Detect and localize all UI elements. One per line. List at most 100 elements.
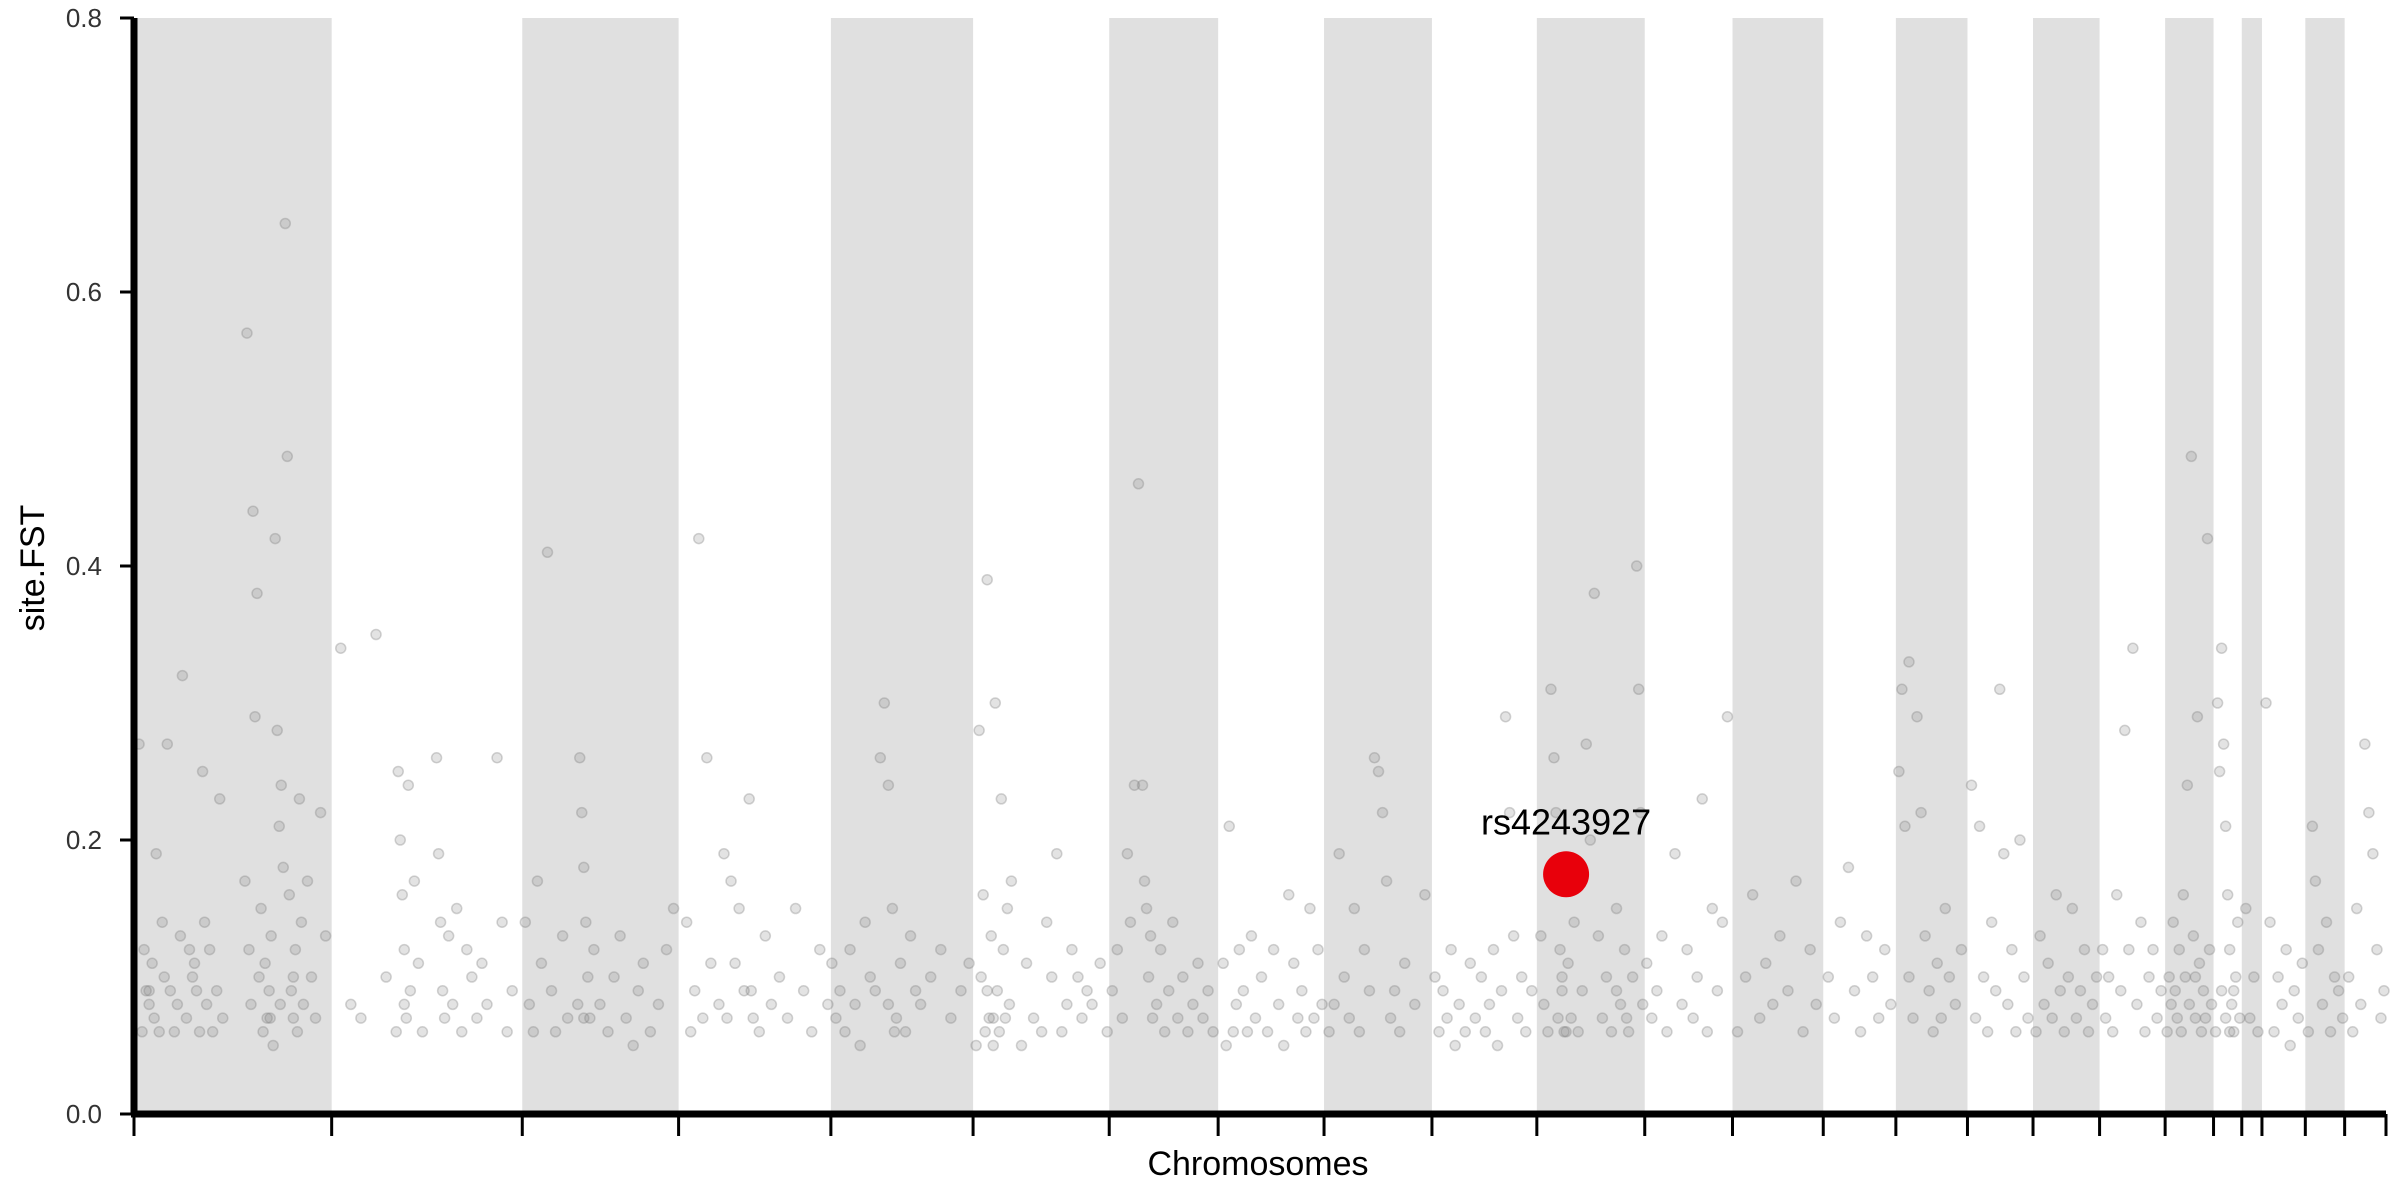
data-point [1560, 1026, 1572, 1038]
data-point [261, 1012, 273, 1024]
data-point [2229, 971, 2242, 983]
data-point [2252, 1026, 2264, 1038]
data-point [1681, 943, 1693, 956]
data-point [797, 984, 810, 997]
data-point [2264, 916, 2276, 928]
data-point [2324, 1026, 2337, 1038]
data-point [979, 1026, 991, 1038]
data-point [2367, 847, 2379, 860]
data-point [2155, 984, 2167, 997]
data-point [243, 943, 255, 956]
data-point [1605, 1026, 1618, 1038]
data-point [1630, 560, 1643, 572]
data-point [249, 710, 261, 723]
data-point [1622, 1026, 1635, 1038]
data-point [1804, 943, 1816, 956]
data-point [594, 998, 606, 1011]
data-point [1610, 984, 1623, 997]
data-point [1035, 1026, 1048, 1038]
data-point [1927, 1026, 1939, 1038]
data-point [899, 1026, 912, 1038]
data-point [1429, 971, 1441, 983]
data-point [370, 628, 382, 641]
data-point [1519, 1026, 1532, 1038]
data-point [2165, 998, 2177, 1011]
data-point [263, 984, 275, 997]
data-point [1398, 957, 1411, 970]
data-point [1267, 943, 1280, 956]
data-point [1076, 1012, 1088, 1024]
data-point [1111, 943, 1124, 956]
data-point [1661, 1026, 1673, 1038]
highlight-group: rs4243927 [1481, 801, 1651, 898]
data-point [854, 1039, 866, 1052]
data-point [2179, 971, 2192, 983]
data-point [1292, 1012, 1304, 1024]
data-point [2131, 998, 2143, 1011]
data-point [523, 998, 536, 1011]
data-point [1676, 998, 1688, 1011]
data-point [1296, 984, 1308, 997]
data-point [1554, 943, 1566, 956]
data-point [2102, 971, 2115, 983]
data-point [822, 998, 834, 1011]
data-point [2332, 984, 2345, 997]
data-point [190, 984, 203, 997]
data-point [549, 1026, 562, 1038]
data-point [1237, 984, 1250, 997]
data-point [2205, 998, 2218, 1011]
data-point [380, 971, 392, 983]
data-point [576, 806, 588, 819]
data-point [614, 930, 626, 942]
data-point [1187, 998, 1199, 1011]
data-point [1810, 998, 1822, 1011]
data-point [2018, 971, 2030, 983]
data-point [773, 971, 786, 983]
data-point [287, 1012, 300, 1024]
data-point [697, 1012, 709, 1024]
data-point [274, 998, 286, 1011]
data-point [765, 998, 778, 1011]
data-point [1556, 984, 1568, 997]
data-point [491, 752, 503, 764]
data-point [1923, 984, 1935, 997]
data-point [2248, 971, 2260, 983]
data-point [834, 984, 846, 997]
data-point [264, 1012, 276, 1024]
y-axis-title: site.FST [14, 505, 52, 632]
data-point [2070, 1012, 2083, 1024]
data-point [1696, 793, 1708, 805]
data-point [725, 875, 737, 887]
data-point [989, 697, 1002, 709]
data-point [143, 984, 155, 997]
data-point [1162, 984, 1175, 997]
data-point [987, 1039, 999, 1052]
data-point [1308, 1012, 1320, 1024]
data-point [271, 724, 283, 737]
data-point [1556, 971, 1568, 983]
data-point [1146, 1012, 1159, 1024]
data-point [1774, 930, 1786, 942]
data-point [1550, 806, 1562, 819]
data-point [2234, 1012, 2246, 1024]
data-point [1507, 930, 1520, 942]
data-point [556, 930, 569, 942]
data-point [2002, 998, 2014, 1011]
data-point [2312, 943, 2325, 956]
data-point [1255, 971, 1268, 983]
data-point [1503, 806, 1516, 819]
data-point [894, 957, 907, 970]
data-point [2336, 1012, 2349, 1024]
data-point [2260, 697, 2272, 709]
data-point [2203, 943, 2216, 956]
data-point [973, 724, 985, 737]
data-point [251, 587, 263, 600]
data-point [1220, 1039, 1232, 1052]
data-point [2139, 1026, 2151, 1038]
data-point [1822, 971, 1835, 983]
data-point [1669, 847, 1681, 860]
data-point [309, 1012, 322, 1024]
data-point [981, 573, 993, 586]
data-point [535, 957, 548, 970]
data-point [2209, 1026, 2222, 1038]
